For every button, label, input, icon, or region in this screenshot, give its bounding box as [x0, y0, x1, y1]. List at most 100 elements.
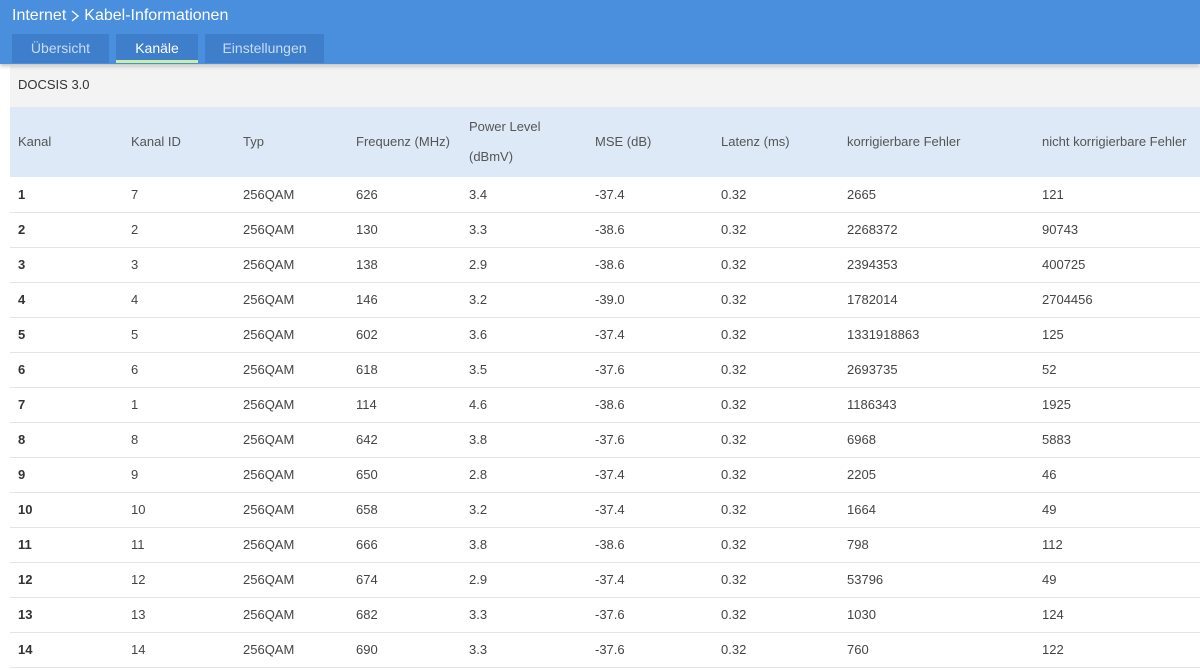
mse-cell: -38.6 — [595, 537, 625, 552]
channel-table: Kanal Kanal ID Typ Frequenz (MHz) Power … — [10, 107, 1200, 668]
nicht-korrigierbare-fehler-cell: 52 — [1042, 362, 1057, 377]
breadcrumb-internet-link[interactable]: Internet — [12, 7, 67, 24]
table-row: 9 9 256QAM 650 2.8 -37.4 0.32 2205 46 — [10, 457, 1200, 492]
typ-cell: 256QAM — [243, 327, 295, 342]
kanal-id-cell: 3 — [131, 257, 139, 272]
nicht-korrigierbare-fehler-cell: 90743 — [1042, 222, 1079, 237]
kanal-id-cell: 4 — [131, 292, 139, 307]
korrigierbare-fehler-cell: 6968 — [847, 432, 876, 447]
typ-cell: 256QAM — [243, 257, 295, 272]
kanal-cell: 13 — [18, 607, 33, 622]
table-row: 12 12 256QAM 674 2.9 -37.4 0.32 53796 49 — [10, 562, 1200, 597]
header-kanal-id: Kanal ID — [131, 134, 181, 149]
table-body: 1 7 256QAM 626 3.4 -37.4 0.32 2665 121 2 2 256QAM 13… — [10, 177, 1200, 667]
table-row: 14 14 256QAM 690 3.3 -37.6 0.32 760 122 — [10, 632, 1200, 667]
power-level-cell: 3.3 — [469, 642, 488, 657]
typ-cell: 256QAM — [243, 537, 295, 552]
korrigierbare-fehler-cell: 760 — [847, 642, 869, 657]
korrigierbare-fehler-cell: 2205 — [847, 467, 876, 482]
latenz-cell: 0.32 — [721, 327, 747, 342]
korrigierbare-fehler-cell: 1030 — [847, 607, 876, 622]
kanal-cell: 14 — [18, 642, 33, 657]
frequenz-cell: 666 — [356, 537, 378, 552]
latenz-cell: 0.32 — [721, 257, 747, 272]
kanal-id-cell: 13 — [131, 607, 146, 622]
latenz-cell: 0.32 — [721, 362, 747, 377]
kanal-cell: 7 — [18, 397, 26, 412]
nicht-korrigierbare-fehler-cell: 125 — [1042, 327, 1064, 342]
power-level-cell: 3.3 — [469, 607, 488, 622]
nicht-korrigierbare-fehler-cell: 49 — [1042, 572, 1057, 587]
power-level-cell: 3.2 — [469, 502, 488, 517]
typ-cell: 256QAM — [243, 432, 295, 447]
tab-bar: Übersicht Kanäle Einstellungen — [12, 34, 324, 63]
korrigierbare-fehler-cell: 2693735 — [847, 362, 898, 377]
typ-cell: 256QAM — [243, 467, 295, 482]
korrigierbare-fehler-cell: 1664 — [847, 502, 876, 517]
nicht-korrigierbare-fehler-cell: 46 — [1042, 467, 1057, 482]
latenz-cell: 0.32 — [721, 292, 747, 307]
frequenz-cell: 602 — [356, 327, 378, 342]
korrigierbare-fehler-cell: 2394353 — [847, 257, 898, 272]
power-level-cell: 4.6 — [469, 397, 488, 412]
table-row: 10 10 256QAM 658 3.2 -37.4 0.32 1664 49 — [10, 492, 1200, 527]
kanal-cell: 12 — [18, 572, 33, 587]
mse-cell: -37.6 — [595, 432, 625, 447]
docsis-section-title: DOCSIS 3.0 — [10, 66, 1200, 107]
latenz-cell: 0.32 — [721, 432, 747, 447]
tab-overview[interactable]: Übersicht — [12, 34, 109, 63]
tab-channels[interactable]: Kanäle — [116, 34, 198, 63]
korrigierbare-fehler-cell: 2665 — [847, 186, 876, 202]
breadcrumb-current: Kabel-Informationen — [84, 7, 229, 24]
table-row: 3 3 256QAM 138 2.9 -38.6 0.32 2394353 400725 — [10, 247, 1200, 282]
table-row: 11 11 256QAM 666 3.8 -38.6 0.32 798 112 — [10, 527, 1200, 562]
tab-settings[interactable]: Einstellungen — [205, 34, 324, 63]
kanal-cell: 6 — [18, 362, 26, 377]
frequenz-cell: 146 — [356, 292, 378, 307]
kanal-cell: 2 — [18, 222, 26, 237]
mse-cell: -37.4 — [595, 467, 625, 482]
top-header: Internet Kabel-Informationen Übersicht K… — [0, 0, 1200, 64]
frequenz-cell: 642 — [356, 432, 378, 447]
header-frequenz: Frequenz (MHz) — [356, 134, 450, 149]
latenz-cell: 0.32 — [721, 186, 747, 202]
kanal-id-cell: 6 — [131, 362, 139, 377]
table-row: 8 8 256QAM 642 3.8 -37.6 0.32 6968 5883 — [10, 422, 1200, 457]
header-nicht-korrigierbare-fehler: nicht korrigierbare Fehler — [1042, 134, 1187, 149]
nicht-korrigierbare-fehler-cell: 122 — [1042, 642, 1064, 657]
kanal-cell: 4 — [18, 292, 26, 307]
frequenz-cell: 674 — [356, 572, 378, 587]
typ-cell: 256QAM — [243, 186, 295, 202]
kanal-id-cell: 2 — [131, 222, 139, 237]
frequenz-cell: 682 — [356, 607, 378, 622]
korrigierbare-fehler-cell: 1331918863 — [847, 327, 920, 342]
mse-cell: -37.4 — [595, 186, 625, 202]
main-content: DOCSIS 3.0 Kanal Kanal ID Typ Frequenz (… — [0, 64, 1200, 670]
frequenz-cell: 650 — [356, 467, 378, 482]
kanal-id-cell: 9 — [131, 467, 139, 482]
typ-cell: 256QAM — [243, 362, 295, 377]
power-level-cell: 3.8 — [469, 537, 488, 552]
nicht-korrigierbare-fehler-cell: 1925 — [1042, 397, 1071, 412]
table-header-row: Kanal Kanal ID Typ Frequenz (MHz) Power … — [10, 107, 1200, 177]
kanal-id-cell: 8 — [131, 432, 139, 447]
latenz-cell: 0.32 — [721, 607, 747, 622]
header-power-level-line1: Power Level — [469, 119, 541, 134]
table-row: 7 1 256QAM 114 4.6 -38.6 0.32 1186343 1925 — [10, 387, 1200, 422]
channel-table-container: Kanal Kanal ID Typ Frequenz (MHz) Power … — [10, 107, 1200, 668]
nicht-korrigierbare-fehler-cell: 2704456 — [1042, 292, 1093, 307]
chevron-right-icon — [68, 9, 82, 23]
mse-cell: -37.6 — [595, 642, 625, 657]
table-row: 5 5 256QAM 602 3.6 -37.4 0.32 1331918863 125 — [10, 317, 1200, 352]
power-level-cell: 2.9 — [469, 572, 488, 587]
typ-cell: 256QAM — [243, 292, 295, 307]
table-row: 13 13 256QAM 682 3.3 -37.6 0.32 1030 124 — [10, 597, 1200, 632]
kanal-id-cell: 1 — [131, 397, 139, 412]
header-kanal: Kanal — [18, 134, 52, 149]
typ-cell: 256QAM — [243, 222, 295, 237]
latenz-cell: 0.32 — [721, 572, 747, 587]
header-mse: MSE (dB) — [595, 134, 652, 149]
table-row: 6 6 256QAM 618 3.5 -37.6 0.32 2693735 52 — [10, 352, 1200, 387]
typ-cell: 256QAM — [243, 502, 295, 517]
frequenz-cell: 114 — [356, 397, 377, 412]
